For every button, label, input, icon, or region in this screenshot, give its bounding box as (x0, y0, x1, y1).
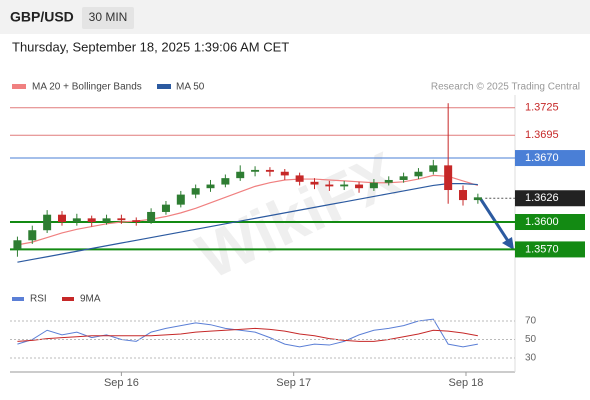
candle-body (265, 169, 274, 172)
level-box (515, 214, 585, 231)
timeframe-box (82, 7, 134, 29)
level-box (515, 241, 585, 258)
legend-label: RSI (30, 294, 47, 305)
x-tick-label: Sep 16 (104, 377, 139, 389)
candle-body (473, 197, 482, 201)
candle-body (459, 190, 468, 201)
candle-body (102, 218, 111, 223)
candle-body (132, 220, 141, 223)
candle-body (147, 211, 156, 223)
ma-line (17, 183, 478, 263)
rsi-line (17, 327, 478, 342)
candle-body (295, 175, 304, 182)
candle-body (325, 184, 334, 187)
forecast-arrow (478, 197, 512, 245)
level-box (515, 150, 585, 167)
candle-body (251, 169, 260, 172)
candle-body (310, 181, 319, 185)
ma-line (17, 174, 479, 246)
current-box (515, 190, 585, 207)
y-tick-label: 30 (525, 353, 537, 364)
x-tick-label: Sep 17 (276, 377, 311, 389)
candle-body (28, 230, 37, 241)
current-label: 1.3626 (525, 192, 559, 204)
candle-body (57, 214, 66, 223)
candle-body (340, 184, 349, 187)
candle-body (280, 171, 289, 176)
candle-body (414, 171, 423, 177)
candle-body (399, 176, 408, 180)
level-label: 1.3570 (525, 243, 559, 255)
candle-body (72, 218, 81, 223)
candle-body (206, 184, 215, 189)
level-label: 1.3600 (525, 216, 559, 228)
legend-swatch (12, 297, 24, 301)
arrow-head (502, 237, 514, 250)
candle-body (444, 165, 453, 191)
legend-swatch (62, 297, 74, 301)
candle-body (161, 204, 170, 212)
level-label: 1.3670 (525, 152, 559, 164)
level-label: 1.3725 (525, 102, 559, 114)
rsi-line (17, 318, 478, 348)
legend-swatch (157, 84, 171, 89)
candle-body (355, 184, 364, 189)
candle-body (176, 194, 185, 205)
candle-body (87, 218, 96, 223)
legend-swatch (12, 84, 26, 89)
candle-body (384, 179, 393, 183)
legend-label: 9MA (80, 294, 101, 305)
timeframe: 30 MIN (89, 10, 128, 24)
candle-body (221, 178, 230, 185)
x-tick-label: Sep 18 (449, 377, 484, 389)
candle-body (117, 218, 126, 221)
legend-label: MA 50 (176, 82, 205, 93)
candle-body (43, 214, 52, 231)
y-tick-label: 50 (525, 334, 537, 345)
candle-body (369, 182, 378, 189)
credit: Research © 2025 Trading Central (431, 82, 580, 93)
watermark: WikiFX (186, 138, 410, 293)
candle-body (236, 171, 245, 179)
datetime: Thursday, September 18, 2025 1:39:06 AM … (12, 39, 289, 54)
legend-label: MA 20 + Bollinger Bands (32, 82, 142, 93)
candle-body (429, 165, 438, 172)
candle-body (191, 188, 200, 195)
y-tick-label: 70 (525, 316, 537, 327)
level-label: 1.3695 (525, 129, 559, 141)
candle-body (13, 240, 22, 250)
symbol: GBP/USD (10, 9, 74, 25)
